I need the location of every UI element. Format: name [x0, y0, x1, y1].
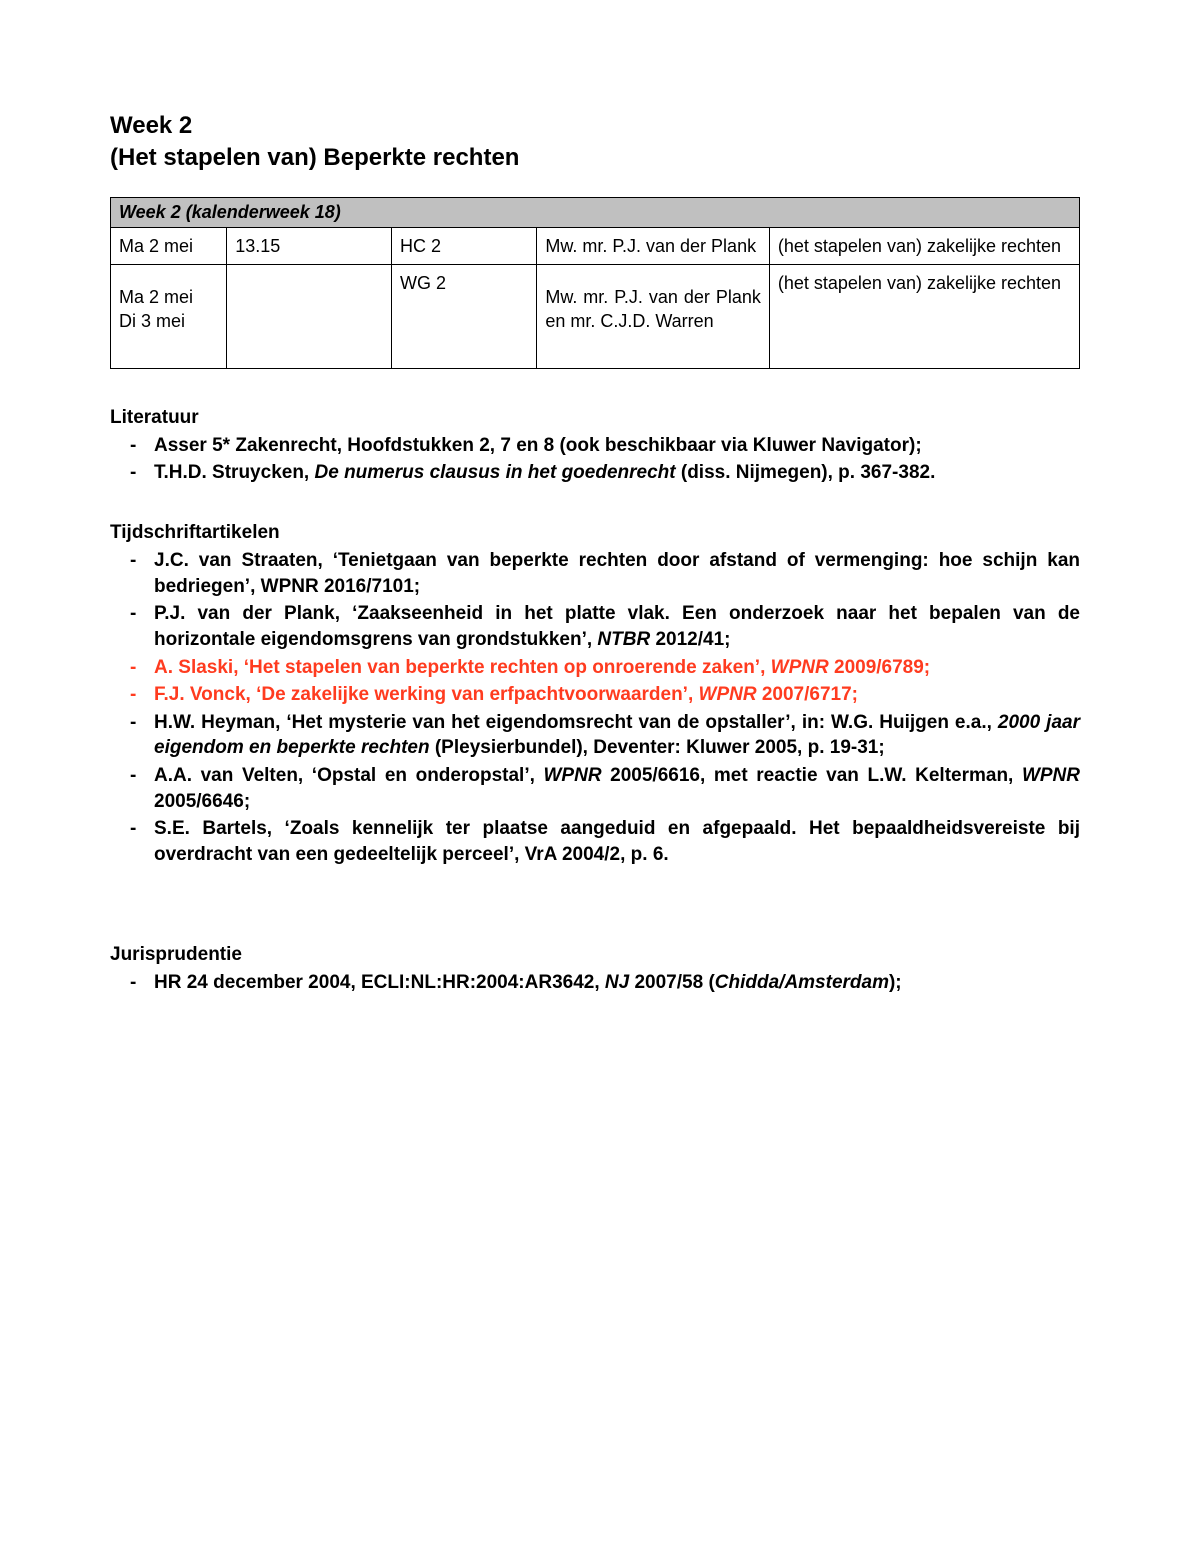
section-tijdschrift: Tijdschriftartikelen J.C. van Straaten, … [110, 522, 1080, 868]
section-jurisprudentie: Jurisprudentie HR 24 december 2004, ECLI… [110, 944, 1080, 996]
section-heading: Jurisprudentie [110, 944, 1080, 966]
table-row: Ma 2 mei13.15HC 2Mw. mr. P.J. van der Pl… [111, 227, 1080, 264]
cell-time: 13.15 [227, 227, 392, 264]
table-row: Ma 2 meiDi 3 mei WG 2Mw. mr. P.J. van der… [111, 265, 1080, 369]
cell-instructor: Mw. mr. P.J. van der Plank en mr. C.J.D.… [537, 265, 770, 369]
tijdschrift-list: J.C. van Straaten, ‘Tenietgaan van beper… [110, 548, 1080, 868]
spacer [110, 904, 1080, 944]
section-heading: Literatuur [110, 407, 1080, 429]
list-item: T.H.D. Struycken, De numerus clausus in … [154, 460, 1080, 486]
cell-type: HC 2 [391, 227, 536, 264]
cell-time [227, 265, 392, 369]
list-item: P.J. van der Plank, ‘Zaakseenheid in het… [154, 601, 1080, 652]
list-item: J.C. van Straaten, ‘Tenietgaan van beper… [154, 548, 1080, 599]
list-item: S.E. Bartels, ‘Zoals kennelijk ter plaat… [154, 816, 1080, 867]
cell-type: WG 2 [391, 265, 536, 369]
list-item: A.A. van Velten, ‘Opstal en onderopstal’… [154, 763, 1080, 814]
table-header: Week 2 (kalenderweek 18) [111, 197, 1080, 227]
document-page: Week 2 (Het stapelen van) Beperkte recht… [0, 0, 1200, 1091]
literatuur-list: Asser 5* Zakenrecht, Hoofdstukken 2, 7 e… [110, 433, 1080, 486]
page-title: Week 2 (Het stapelen van) Beperkte recht… [110, 110, 1080, 175]
cell-date: Ma 2 mei [111, 227, 227, 264]
list-item: HR 24 december 2004, ECLI:NL:HR:2004:AR3… [154, 970, 1080, 996]
cell-topic: (het stapelen van) zakelijke rechten [769, 265, 1079, 369]
title-line-1: Week 2 [110, 112, 192, 139]
list-item: H.W. Heyman, ‘Het mysterie van het eigen… [154, 710, 1080, 761]
list-item: F.J. Vonck, ‘De zakelijke werking van er… [154, 682, 1080, 708]
list-item: A. Slaski, ‘Het stapelen van beperkte re… [154, 655, 1080, 681]
table-header-row: Week 2 (kalenderweek 18) [111, 197, 1080, 227]
title-line-2: (Het stapelen van) Beperkte rechten [110, 144, 519, 171]
section-literatuur: Literatuur Asser 5* Zakenrecht, Hoofdstu… [110, 407, 1080, 486]
cell-instructor: Mw. mr. P.J. van der Plank [537, 227, 770, 264]
jurisprudentie-list: HR 24 december 2004, ECLI:NL:HR:2004:AR3… [110, 970, 1080, 996]
cell-date: Ma 2 meiDi 3 mei [111, 265, 227, 369]
list-item: Asser 5* Zakenrecht, Hoofdstukken 2, 7 e… [154, 433, 1080, 459]
cell-topic: (het stapelen van) zakelijke rechten [769, 227, 1079, 264]
schedule-table: Week 2 (kalenderweek 18) Ma 2 mei13.15HC… [110, 197, 1080, 369]
section-heading: Tijdschriftartikelen [110, 522, 1080, 544]
